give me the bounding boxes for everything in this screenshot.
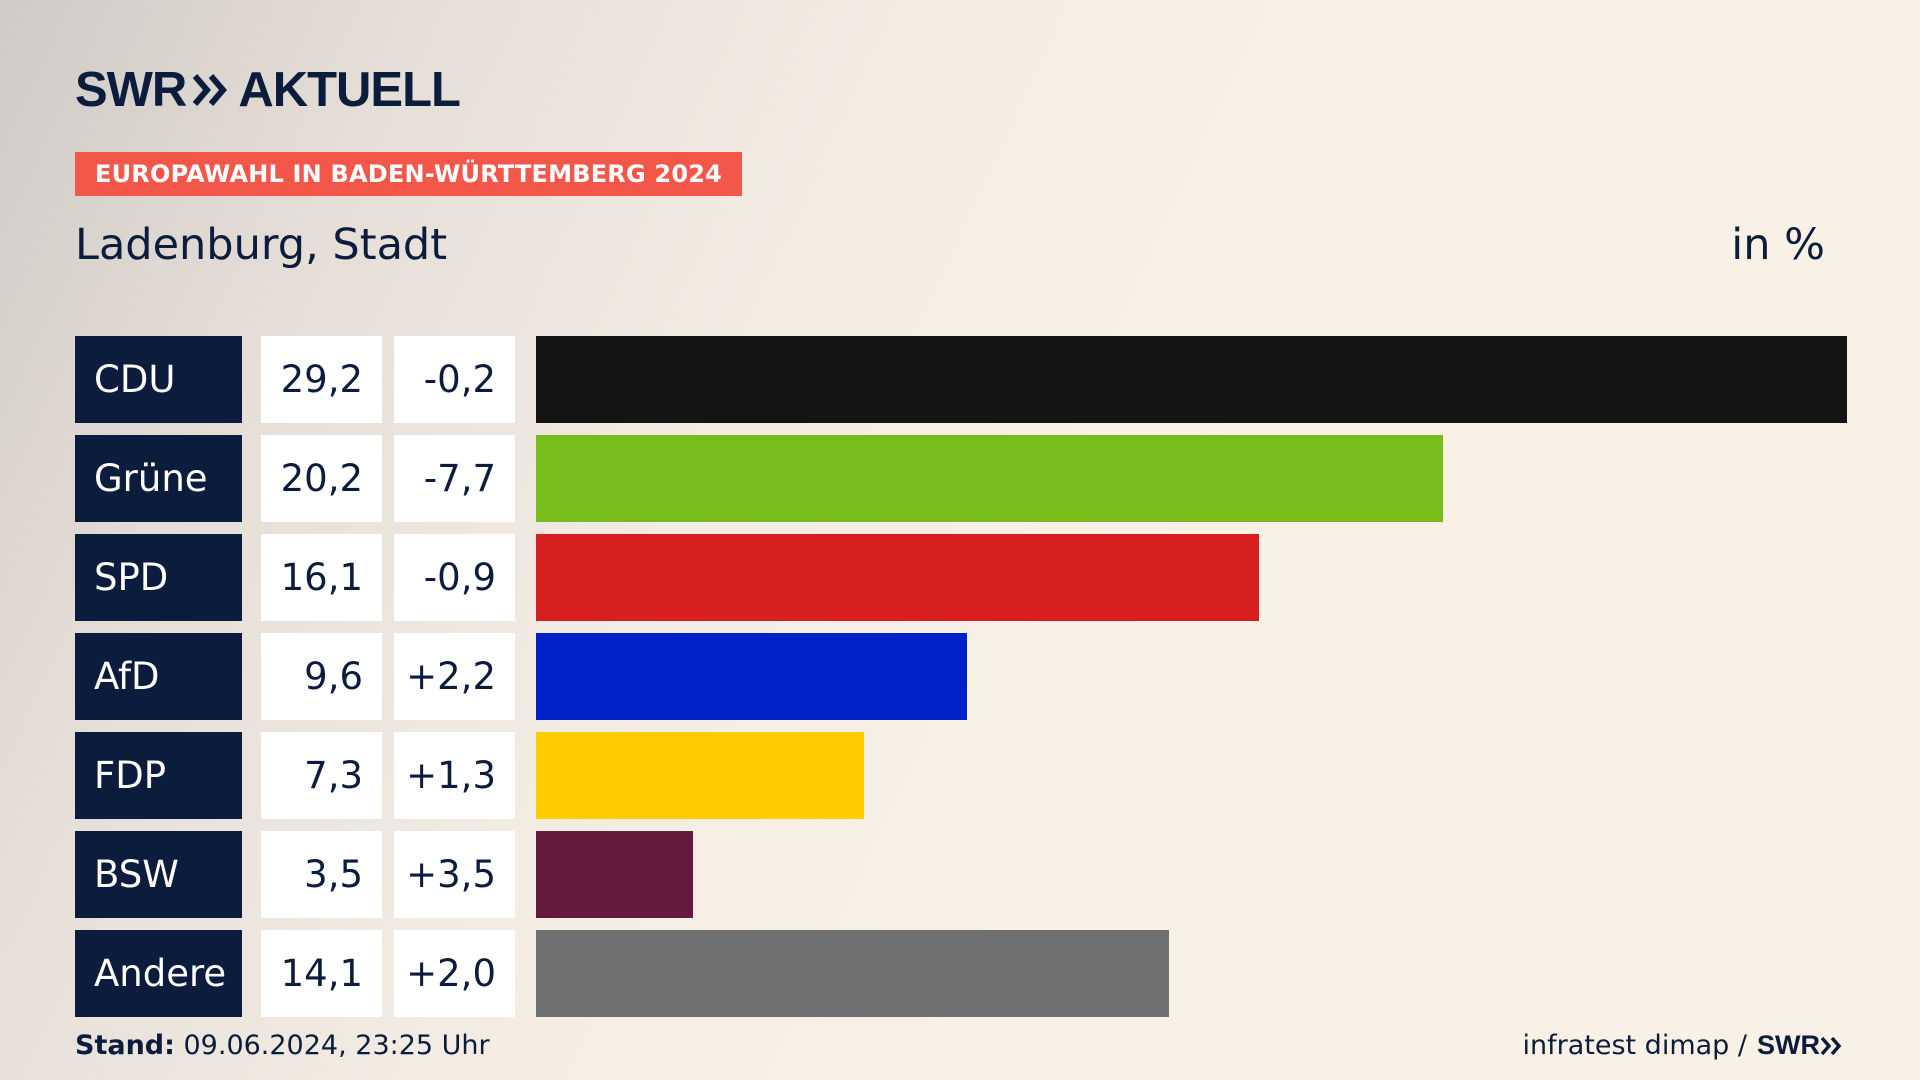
share-value: 16,1	[261, 534, 382, 621]
party-label: BSW	[75, 831, 242, 918]
result-row: FDP 7,3 +1,3	[75, 732, 1847, 819]
swr-aktuell-logo: SWR AKTUELL	[75, 63, 461, 117]
stand-value: 09.06.2024, 23:25 Uhr	[174, 1030, 490, 1061]
result-row: CDU 29,2 -0,2	[75, 336, 1847, 423]
source-credit: infratest dimap / SWR	[1522, 1030, 1842, 1061]
result-row: AfD 9,6 +2,2	[75, 633, 1847, 720]
chart-subtitle: Ladenburg, Stadt	[75, 220, 448, 270]
bar-cdu	[536, 336, 1847, 423]
party-label: Grüne	[75, 435, 242, 522]
bar-spd	[536, 534, 1259, 621]
change-value: -7,7	[394, 435, 515, 522]
bar-andere	[536, 930, 1169, 1017]
change-value: +3,5	[394, 831, 515, 918]
footer-chevron-icon	[1820, 1036, 1842, 1055]
timestamp: Stand: 09.06.2024, 23:25 Uhr	[75, 1030, 490, 1061]
bar-bsw	[536, 831, 693, 918]
bar-grüne	[536, 435, 1443, 522]
change-value: -0,9	[394, 534, 515, 621]
result-row: BSW 3,5 +3,5	[75, 831, 1847, 918]
source-text: infratest dimap /	[1522, 1030, 1747, 1061]
result-row: SPD 16,1 -0,9	[75, 534, 1847, 621]
party-label: AfD	[75, 633, 242, 720]
change-value: +2,2	[394, 633, 515, 720]
party-label: Andere	[75, 930, 242, 1017]
change-value: +2,0	[394, 930, 515, 1017]
share-value: 29,2	[261, 336, 382, 423]
party-label: CDU	[75, 336, 242, 423]
party-label: FDP	[75, 732, 242, 819]
share-value: 9,6	[261, 633, 382, 720]
share-value: 14,1	[261, 930, 382, 1017]
change-value: +1,3	[394, 732, 515, 819]
bar-fdp	[536, 732, 864, 819]
footer-swr-logo: SWR	[1757, 1030, 1842, 1061]
result-row: Grüne 20,2 -7,7	[75, 435, 1847, 522]
unit-label: in %	[1731, 220, 1825, 270]
stand-label: Stand:	[75, 1030, 175, 1061]
party-label: SPD	[75, 534, 242, 621]
election-badge: EUROPAWAHL IN BADEN-WÜRTTEMBERG 2024	[75, 152, 743, 196]
change-value: -0,2	[394, 336, 515, 423]
share-value: 20,2	[261, 435, 382, 522]
brand-name: SWR	[75, 63, 187, 117]
share-value: 3,5	[261, 831, 382, 918]
result-row: Andere 14,1 +2,0	[75, 930, 1847, 1017]
brand-section: AKTUELL	[238, 63, 461, 117]
share-value: 7,3	[261, 732, 382, 819]
bar-afd	[536, 633, 967, 720]
double-chevron-icon	[192, 73, 228, 107]
footer-brand: SWR	[1757, 1030, 1820, 1060]
